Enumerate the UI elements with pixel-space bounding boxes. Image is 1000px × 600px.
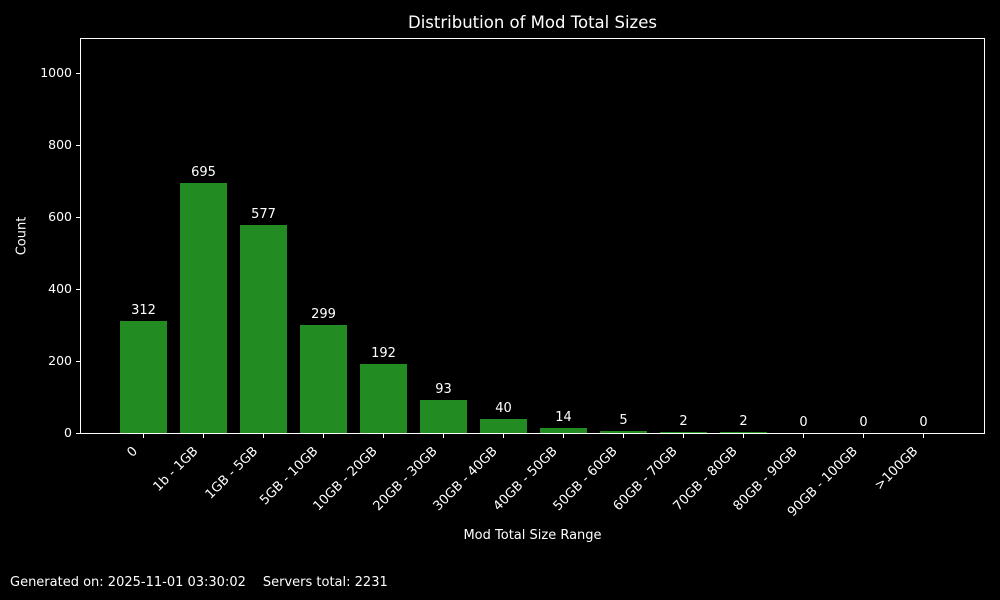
bar xyxy=(719,432,768,433)
x-tick-label: 80GB - 90GB xyxy=(731,444,802,515)
y-tick-label: 800 xyxy=(48,137,72,153)
bar xyxy=(179,182,228,433)
footer: Generated on: 2025-11-01 03:30:02 Servers… xyxy=(10,575,388,590)
x-axis-title: Mod Total Size Range xyxy=(463,528,602,543)
bar-value-label: 14 xyxy=(555,409,572,425)
x-tick-label: 50GB - 60GB xyxy=(551,444,622,515)
bar-value-label: 2 xyxy=(679,414,688,430)
x-tick xyxy=(743,434,744,438)
x-tick xyxy=(143,434,144,438)
y-axis-title: Count xyxy=(14,216,30,256)
x-tick xyxy=(503,434,504,438)
chart-title: Distribution of Mod Total Sizes xyxy=(408,13,657,32)
bar xyxy=(539,427,588,433)
bar xyxy=(299,325,348,433)
bar xyxy=(479,418,528,433)
x-tick-label: 90GB - 100GB xyxy=(785,444,862,520)
bar xyxy=(359,363,408,433)
x-tick-label: 20GB - 30GB xyxy=(371,444,442,515)
bar xyxy=(239,225,288,433)
bar-value-label: 0 xyxy=(859,415,868,430)
x-tick xyxy=(803,434,804,438)
bar-value-label: 192 xyxy=(371,345,396,361)
footer-servers-total-text: Servers total: 2231 xyxy=(262,575,388,590)
bar xyxy=(599,431,648,433)
x-tick-label: 10GB - 20GB xyxy=(311,444,382,515)
x-tick xyxy=(263,434,264,438)
x-tick-label: >100GB xyxy=(871,444,922,494)
bar xyxy=(119,320,168,433)
bar-value-label: 577 xyxy=(251,207,276,223)
x-tick xyxy=(923,434,924,438)
bar-value-label: 2 xyxy=(739,414,748,430)
x-tick-label: 60GB - 70GB xyxy=(611,444,682,515)
x-tick xyxy=(683,434,684,438)
bar-value-label: 695 xyxy=(191,164,216,180)
x-tick-label: 1b - 1GB xyxy=(150,444,202,495)
x-tick-label: 30GB - 40GB xyxy=(431,444,502,515)
y-tick-label: 0 xyxy=(64,425,72,441)
bar-value-label: 93 xyxy=(435,381,452,397)
x-tick xyxy=(383,434,384,438)
plot-area: 312 695 577 299 192 93 40 14 5 2 2 0 0 0 xyxy=(80,38,985,434)
x-tick-label: 5GB - 10GB xyxy=(256,444,322,509)
bar xyxy=(419,399,468,433)
y-tick-label: 400 xyxy=(48,281,72,297)
bar-value-label: 5 xyxy=(619,413,628,429)
bar-value-label: 0 xyxy=(799,415,808,430)
x-tick xyxy=(443,434,444,438)
x-tick-label: 40GB - 50GB xyxy=(491,444,562,515)
x-tick xyxy=(623,434,624,438)
x-tick-label: 1GB - 5GB xyxy=(202,444,262,503)
y-tick-label: 1000 xyxy=(40,65,72,81)
x-tick xyxy=(563,434,564,438)
bar xyxy=(659,432,708,433)
x-tick-label: 0 xyxy=(124,444,142,461)
y-tick-label: 600 xyxy=(48,209,72,225)
x-tick xyxy=(323,434,324,438)
footer-generated-text: Generated on: 2025-11-01 03:30:02 xyxy=(10,575,246,590)
bar-value-label: 312 xyxy=(131,302,156,318)
bar-value-label: 299 xyxy=(311,307,336,323)
y-tick-label: 200 xyxy=(48,353,72,369)
bar-value-label: 0 xyxy=(919,415,928,430)
bar-value-label: 40 xyxy=(495,400,512,416)
x-tick xyxy=(203,434,204,438)
x-tick xyxy=(863,434,864,438)
x-tick-label: 70GB - 80GB xyxy=(671,444,742,515)
